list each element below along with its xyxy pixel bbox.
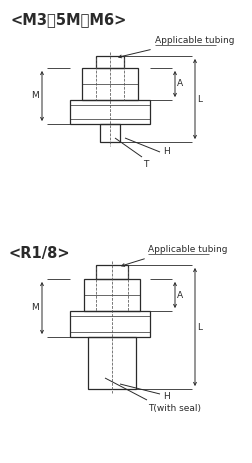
Text: A: A — [177, 80, 183, 88]
Bar — [88, 337, 136, 389]
Text: L: L — [197, 323, 202, 332]
Text: T: T — [143, 160, 148, 169]
Bar — [82, 68, 138, 100]
Bar — [96, 56, 124, 68]
Text: H: H — [163, 147, 170, 156]
Text: T(with seal): T(with seal) — [148, 404, 201, 413]
Bar — [70, 311, 150, 337]
Text: <R1/8>: <R1/8> — [8, 246, 70, 261]
Text: H: H — [163, 392, 170, 401]
Bar — [100, 124, 120, 142]
Text: L: L — [197, 94, 202, 104]
Text: M: M — [31, 304, 39, 313]
Text: Applicable tubing: Applicable tubing — [148, 245, 228, 254]
Bar — [96, 265, 128, 279]
Bar — [84, 279, 140, 311]
Bar — [70, 100, 150, 124]
Text: Applicable tubing: Applicable tubing — [155, 36, 235, 45]
Text: <M3、5M、M6>: <M3、5M、M6> — [10, 12, 126, 27]
Text: A: A — [177, 290, 183, 300]
Text: M: M — [31, 92, 39, 100]
